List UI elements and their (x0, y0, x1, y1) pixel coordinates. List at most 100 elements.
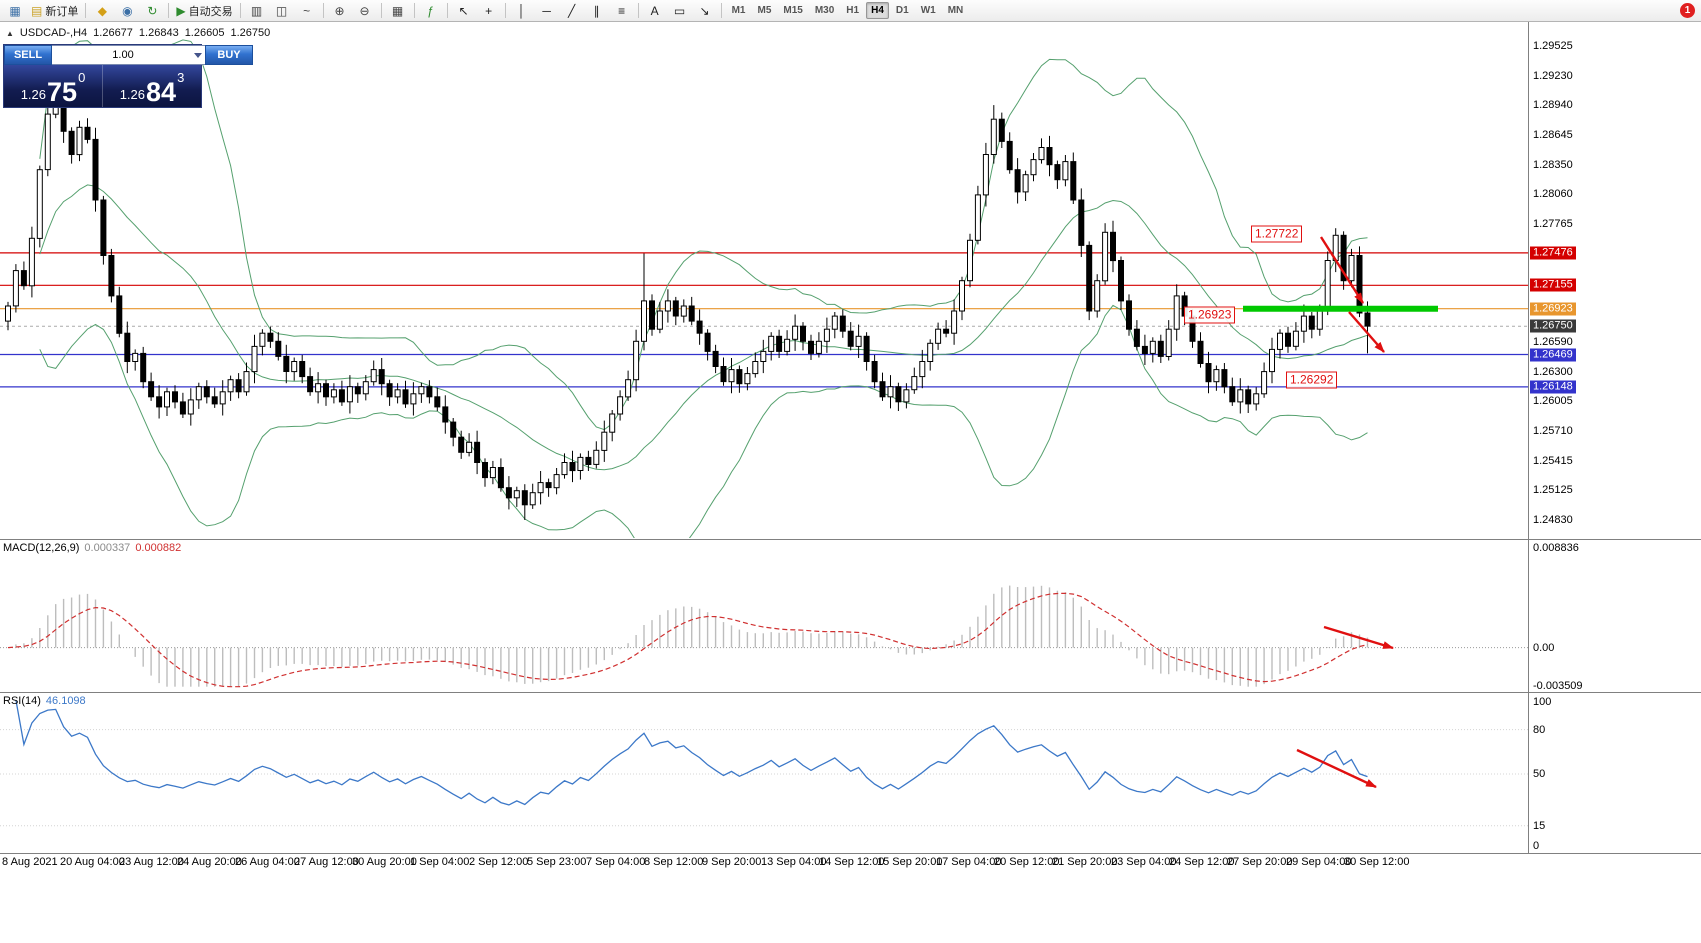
rsi-indicator-label: RSI(14) 46.1098 (3, 695, 86, 707)
volume-dropdown-icon[interactable] (194, 52, 202, 58)
arrow-objects-button[interactable]: ↘ (693, 1, 717, 21)
toolbar-separator (413, 3, 415, 18)
autotrading-button[interactable]: ▶ 自动交易 (173, 1, 235, 21)
cursor-icon: ↖ (458, 3, 469, 18)
time-axis-label: 14 Sep 12:00 (819, 856, 885, 868)
autotrading-icon: ▶ (176, 3, 186, 18)
time-axis-label: 24 Sep 12:00 (1169, 856, 1235, 868)
price-annotation-label: 1.26923 (1184, 306, 1236, 324)
timeframe-m5-button[interactable]: M5 (757, 5, 772, 16)
volume-input[interactable] (52, 49, 194, 61)
macd-axis-label: 0.008836 (1533, 542, 1579, 554)
time-axis-label: 30 Sep 12:00 (1344, 856, 1410, 868)
time-axis-label: 29 Sep 04:00 (1286, 856, 1352, 868)
timeframe-d1-button[interactable]: D1 (895, 5, 909, 16)
zoom-in-button[interactable]: ⊕ (328, 1, 352, 21)
time-axis-label: 7 Sep 04:00 (586, 856, 646, 868)
timeframe-m30-button[interactable]: M30 (814, 5, 835, 16)
refresh-icon: ↻ (147, 3, 158, 18)
price-annotation-label: 1.26292 (1286, 371, 1338, 389)
time-axis-label: 20 Aug 04:00 (60, 856, 125, 868)
buy-button[interactable]: BUY (205, 45, 253, 65)
ohlc-open: 1.26677 (93, 27, 133, 39)
sell-button[interactable]: SELL (4, 45, 52, 65)
toolbar-separator (504, 3, 506, 18)
price-axis-label: 1.28060 (1533, 187, 1573, 200)
price-level-badge: 1.26469 (1530, 348, 1576, 361)
price-axis-label: 1.26300 (1533, 365, 1573, 378)
trendline-button[interactable]: ╱ (560, 1, 584, 21)
new-chart-icon: ▦ (9, 3, 21, 18)
buy-price-sup: 3 (177, 70, 185, 85)
new-chart-button[interactable]: ▦ (3, 1, 27, 21)
rsi-axis-label: 80 (1533, 723, 1546, 736)
price-level-badge: 1.26148 (1530, 380, 1576, 394)
crosshair-button[interactable]: + (477, 1, 501, 21)
zoom-out-button[interactable]: ⊖ (353, 1, 377, 21)
notification-badge[interactable]: 1 (1680, 3, 1695, 18)
text-button[interactable]: A (643, 1, 667, 21)
time-axis[interactable]: 8 Aug 2021 20 Aug 04:00 23 Aug 12:00 24 Aug… (0, 856, 1528, 870)
cursor-button[interactable]: ↖ (452, 1, 476, 21)
fibonacci-button[interactable]: ≡ (610, 1, 634, 21)
symbol-ohlc-line: ▲ USDCAD-,H4 1.26677 1.26843 1.26605 1.2… (6, 27, 270, 39)
timeframe-h4-button[interactable]: H4 (866, 2, 889, 19)
rsi-name: RSI(14) (3, 695, 41, 707)
quotes-button[interactable]: ◆ (90, 1, 114, 21)
price-level-badge: 1.27155 (1530, 278, 1576, 292)
timeframe-w1-button[interactable]: W1 (920, 5, 936, 16)
one-click-toggle-icon[interactable]: ▲ (6, 28, 14, 38)
time-axis-label: 24 Aug 20:00 (177, 856, 242, 868)
indicators-button[interactable]: ƒ (419, 1, 443, 21)
ohlc-low: 1.26605 (184, 27, 225, 39)
crosshair-icon: + (485, 3, 493, 18)
price-level-badge: 1.26750 (1530, 319, 1576, 333)
time-axis-label: 20 Sep 12:00 (994, 856, 1060, 868)
time-axis-label: 27 Sep 20:00 (1227, 856, 1293, 868)
toolbar-separator (239, 3, 241, 18)
zoom-in-icon: ⊕ (334, 3, 345, 18)
time-axis-label: 1 Sep 04:00 (410, 856, 470, 868)
new-order-button-label: 新订单 (45, 5, 79, 18)
macd-name: MACD(12,26,9) (3, 542, 80, 554)
community-button[interactable]: ◉ (115, 1, 139, 21)
timeframe-m15-button[interactable]: M15 (783, 5, 803, 16)
buy-price-button[interactable]: 1.26 84 3 (102, 65, 201, 107)
price-axis-label: 1.26590 (1533, 336, 1573, 349)
new-order-icon: ▤ (31, 3, 43, 18)
time-axis-label: 23 Sep 04:00 (1111, 856, 1177, 868)
tile-windows-button[interactable]: ▦ (386, 1, 410, 21)
candlestick-chart-icon: ◫ (275, 3, 288, 18)
time-axis-label: 8 Aug 2021 (2, 856, 58, 868)
rsi-axis-label: 50 (1533, 768, 1546, 780)
sell-price-prefix: 1.26 (20, 87, 47, 102)
text-label-button[interactable]: ▭ (668, 1, 692, 21)
line-chart-button[interactable]: ~ (295, 1, 319, 21)
new-order-button[interactable]: ▤ 新订单 (28, 1, 81, 21)
time-axis-label: 26 Aug 04:00 (235, 856, 300, 868)
timeframe-mn-button[interactable]: MN (947, 5, 964, 16)
vertical-line-button[interactable]: │ (510, 1, 534, 21)
horizontal-line-icon: ─ (542, 3, 551, 18)
price-axis-label: 1.25415 (1533, 454, 1573, 467)
time-axis-label: 23 Aug 12:00 (119, 856, 184, 868)
rsi-axis-label: 100 (1533, 696, 1552, 708)
price-axis[interactable]: 1.29525 1.29230 1.28940 1.28645 1.28350 1.280… (1529, 0, 1701, 943)
sell-price-button[interactable]: 1.26 75 0 (4, 65, 102, 107)
price-annotation-label: 1.27722 (1251, 225, 1303, 243)
refresh-button[interactable]: ↻ (140, 1, 164, 21)
horizontal-line-button[interactable]: ─ (535, 1, 559, 21)
arrow-objects-icon: ↘ (699, 3, 710, 18)
timeframe-m1-button[interactable]: M1 (731, 5, 746, 16)
candlestick-chart-button[interactable]: ◫ (270, 1, 294, 21)
price-axis-label: 1.29230 (1533, 69, 1573, 82)
timeframe-h1-button[interactable]: H1 (846, 5, 860, 16)
bar-chart-button[interactable]: ▥ (245, 1, 269, 21)
toolbar: ▦ ▤ 新订单 ◆ ◉ ↻ ▶ 自动交易 ▥ ◫ ~ ⊕ ⊖ ▦ ƒ ↖ + │ ─ ╱ ∥ ≡ A ▭ ↘ M1 M5 M15 M30… (0, 0, 1701, 22)
toolbar-separator (637, 3, 639, 18)
channel-button[interactable]: ∥ (585, 1, 609, 21)
toolbar-separator (322, 3, 324, 18)
time-axis-label: 9 Sep 20:00 (702, 856, 762, 868)
